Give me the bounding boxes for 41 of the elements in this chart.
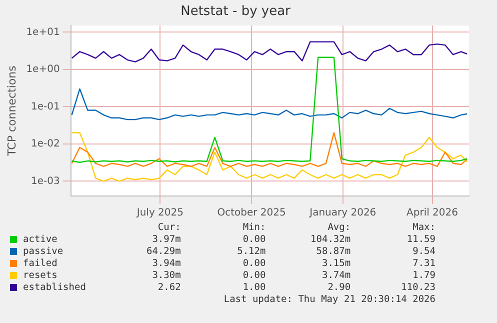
text: 0.00 — [242, 270, 266, 282]
text: Min: — [242, 222, 266, 234]
text: 9.54 — [412, 246, 436, 258]
text: 1.00 — [242, 282, 266, 294]
y-axis-title: TCP connections — [5, 65, 18, 157]
text: 2.90 — [326, 282, 351, 294]
text: 7.31 — [412, 258, 436, 270]
text: 1.79 — [412, 270, 436, 282]
legend-label: established — [22, 282, 87, 294]
text: 3.97m — [151, 234, 181, 246]
text: Avg: — [326, 222, 351, 234]
y-tick-label: 1e-03 — [30, 176, 60, 187]
legend-label: failed — [22, 258, 58, 270]
text: 110.23 — [400, 282, 436, 294]
text: 11.59 — [406, 234, 436, 246]
legend-label: passive — [22, 246, 64, 258]
y-tick-label: 1e+01 — [26, 26, 60, 38]
text: 3.94m — [151, 258, 181, 270]
text: 0.00 — [242, 234, 266, 246]
text: 2.62 — [156, 282, 181, 294]
text: Cur: — [156, 222, 181, 234]
text: 58.87m — [315, 246, 351, 258]
text: Max: — [412, 222, 436, 234]
x-tick-label: October 2025 — [217, 208, 286, 219]
text: 3.74m — [320, 270, 351, 282]
x-tick-label: July 2025 — [136, 208, 184, 219]
text: 3.15m — [320, 258, 351, 270]
x-tick-label: January 2026 — [308, 208, 376, 219]
text: 104.32m — [310, 234, 351, 246]
text: 3.30m — [151, 270, 181, 282]
text: Last update: Thu May 21 20:30:14 2026 — [222, 294, 436, 306]
legend-label: resets — [22, 270, 58, 282]
text: 5.12m — [236, 246, 266, 258]
legend-label: active — [22, 234, 58, 246]
chart-title: Netstat - by year — [180, 4, 292, 20]
y-tick-label: 1e-01 — [30, 101, 60, 112]
text: 64.29m — [145, 246, 181, 258]
x-tick-label: April 2026 — [406, 208, 458, 219]
y-tick-label: 1e-02 — [30, 138, 60, 150]
text: 0.00 — [242, 258, 266, 270]
y-tick-label: 1e+00 — [26, 64, 60, 76]
